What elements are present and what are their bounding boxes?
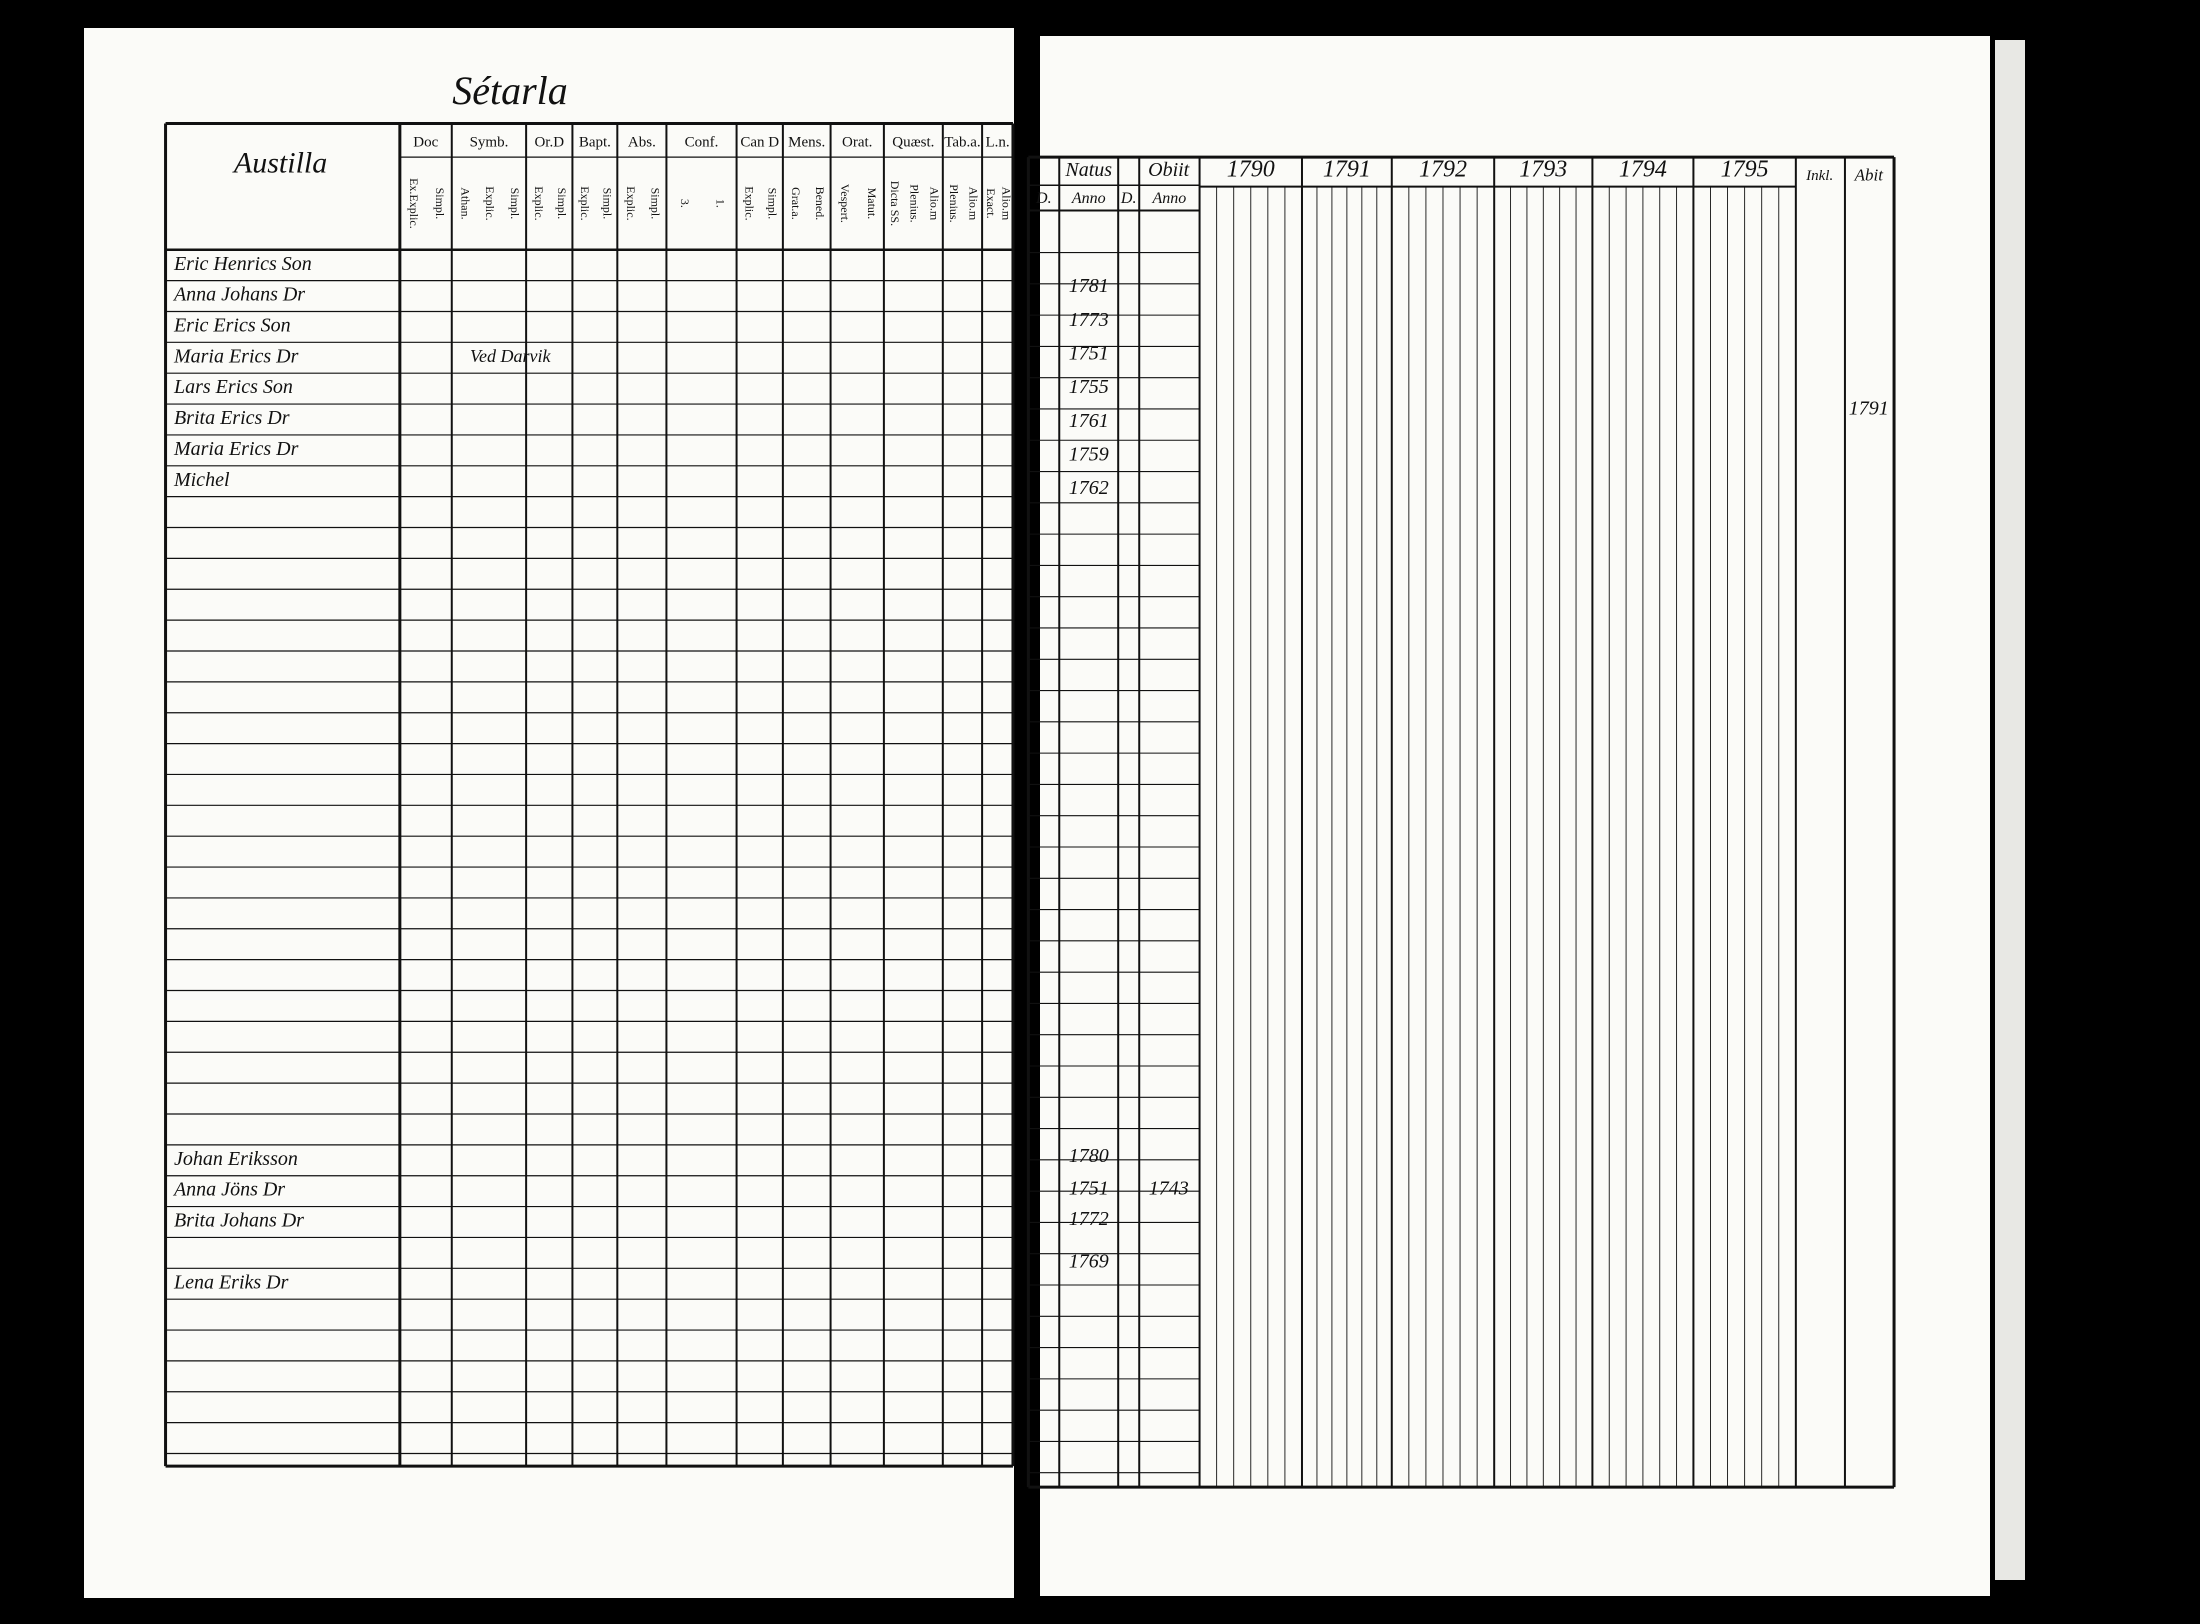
column-subtitle: Simpl. [508, 188, 522, 220]
birth-year: 1759 [1069, 444, 1109, 466]
column-subtitle: Matut. [865, 188, 879, 220]
column-title: Can D [740, 135, 779, 151]
column-subtitle: Simpl. [555, 188, 569, 220]
column-subtitle: Explic. [532, 186, 546, 220]
page-heading: Sétarla [452, 68, 568, 113]
year-header: 1791 [1323, 157, 1371, 183]
person-name: Johan Eriksson [174, 1148, 298, 1170]
column-subtitle: Athan. [458, 187, 472, 219]
birth-year: 1769 [1069, 1250, 1109, 1272]
subheader: D. [1120, 190, 1137, 207]
column-title: Mens. [788, 135, 825, 151]
column-title: Tab.a. [944, 135, 980, 151]
subheader: D. [1035, 190, 1052, 207]
page-edge [1995, 40, 2025, 1580]
birth-year: 1761 [1069, 410, 1109, 432]
column-subtitle: Explic. [483, 186, 497, 220]
person-name: Michel [173, 469, 230, 491]
column-subtitle: Explic. [578, 186, 592, 220]
column-title: Bapt. [579, 135, 611, 151]
birth-year: 1762 [1069, 477, 1109, 499]
subheader: Anno [1071, 190, 1106, 207]
column-subtitle: Grat.a. [789, 187, 803, 220]
person-name: Eric Henrics Son [173, 253, 312, 275]
column-subtitle: Vespert. [838, 184, 852, 223]
column-title: Symb. [470, 135, 509, 151]
person-name: Anna Johans Dr [172, 284, 305, 306]
birth-year: 1781 [1069, 275, 1109, 297]
column-subtitle: Exact. [984, 188, 998, 218]
subheader: Anno [1152, 190, 1187, 207]
column-title: Quæst. [892, 135, 934, 151]
column-subtitle: Simpl. [766, 188, 780, 220]
column-subtitle: 3. [678, 199, 692, 208]
column-subtitle: Ex.Explic. [407, 178, 421, 229]
year-header: 1790 [1227, 157, 1275, 183]
column-subtitle: Alio.m [927, 187, 941, 221]
birth-year: 1751 [1069, 343, 1109, 365]
column-subtitle: Bened. [813, 187, 827, 221]
person-name: Anna Jöns Dr [172, 1179, 285, 1201]
person-name: Lena Eriks Dr [173, 1271, 289, 1293]
birth-year: 1751 [1069, 1177, 1109, 1199]
year-header: 1794 [1619, 157, 1667, 183]
year-header: 1792 [1419, 157, 1467, 183]
person-name: Maria Erics Dr [173, 345, 299, 367]
year-header: 1793 [1519, 157, 1567, 183]
year-header: 1795 [1721, 157, 1769, 183]
column-title: Or.D [534, 135, 564, 151]
column-subtitle: Alio.m [999, 187, 1013, 221]
death-year: 1743 [1149, 1177, 1189, 1199]
column-subtitle: Simpl. [600, 188, 614, 220]
column-title: Abs. [628, 135, 656, 151]
left-year: 1791 [1849, 397, 1889, 419]
column-subtitle: Explic. [624, 186, 638, 220]
person-name: Eric Erics Son [173, 314, 291, 336]
header: Natus [1064, 159, 1112, 181]
birth-year: 1773 [1069, 309, 1109, 331]
column-title: Conf. [685, 135, 719, 151]
left-page [84, 28, 1014, 1598]
column-subtitle: 1. [713, 199, 727, 208]
header: Obiit [1148, 159, 1190, 181]
birth-year: 1780 [1069, 1145, 1109, 1167]
column-subtitle: Dicta SS. [888, 181, 902, 226]
header: Abit [1854, 166, 1885, 185]
birth-year: 1772 [1069, 1208, 1109, 1230]
column-title: Orat. [842, 135, 872, 151]
column-subtitle: Explic. [742, 186, 756, 220]
header: Inkl. [1805, 168, 1833, 184]
margin-note: Ved Darvik [470, 346, 551, 366]
person-name: Maria Erics Dr [173, 438, 299, 460]
person-name: Lars Erics Son [173, 376, 293, 398]
person-name: Brita Erics Dr [174, 407, 290, 429]
birth-year: 1755 [1069, 376, 1109, 398]
column-title: L.n. [985, 135, 1009, 151]
column-subtitle: Simpl. [433, 188, 447, 220]
name-header: Austilla [232, 146, 327, 179]
column-title: Doc [413, 135, 438, 151]
column-subtitle: Simpl. [648, 188, 662, 220]
column-subtitle: Plenius. [947, 184, 961, 222]
person-name: Brita Johans Dr [174, 1210, 304, 1232]
column-subtitle: Alio.m [967, 187, 981, 221]
column-subtitle: Plenius. [908, 184, 922, 222]
